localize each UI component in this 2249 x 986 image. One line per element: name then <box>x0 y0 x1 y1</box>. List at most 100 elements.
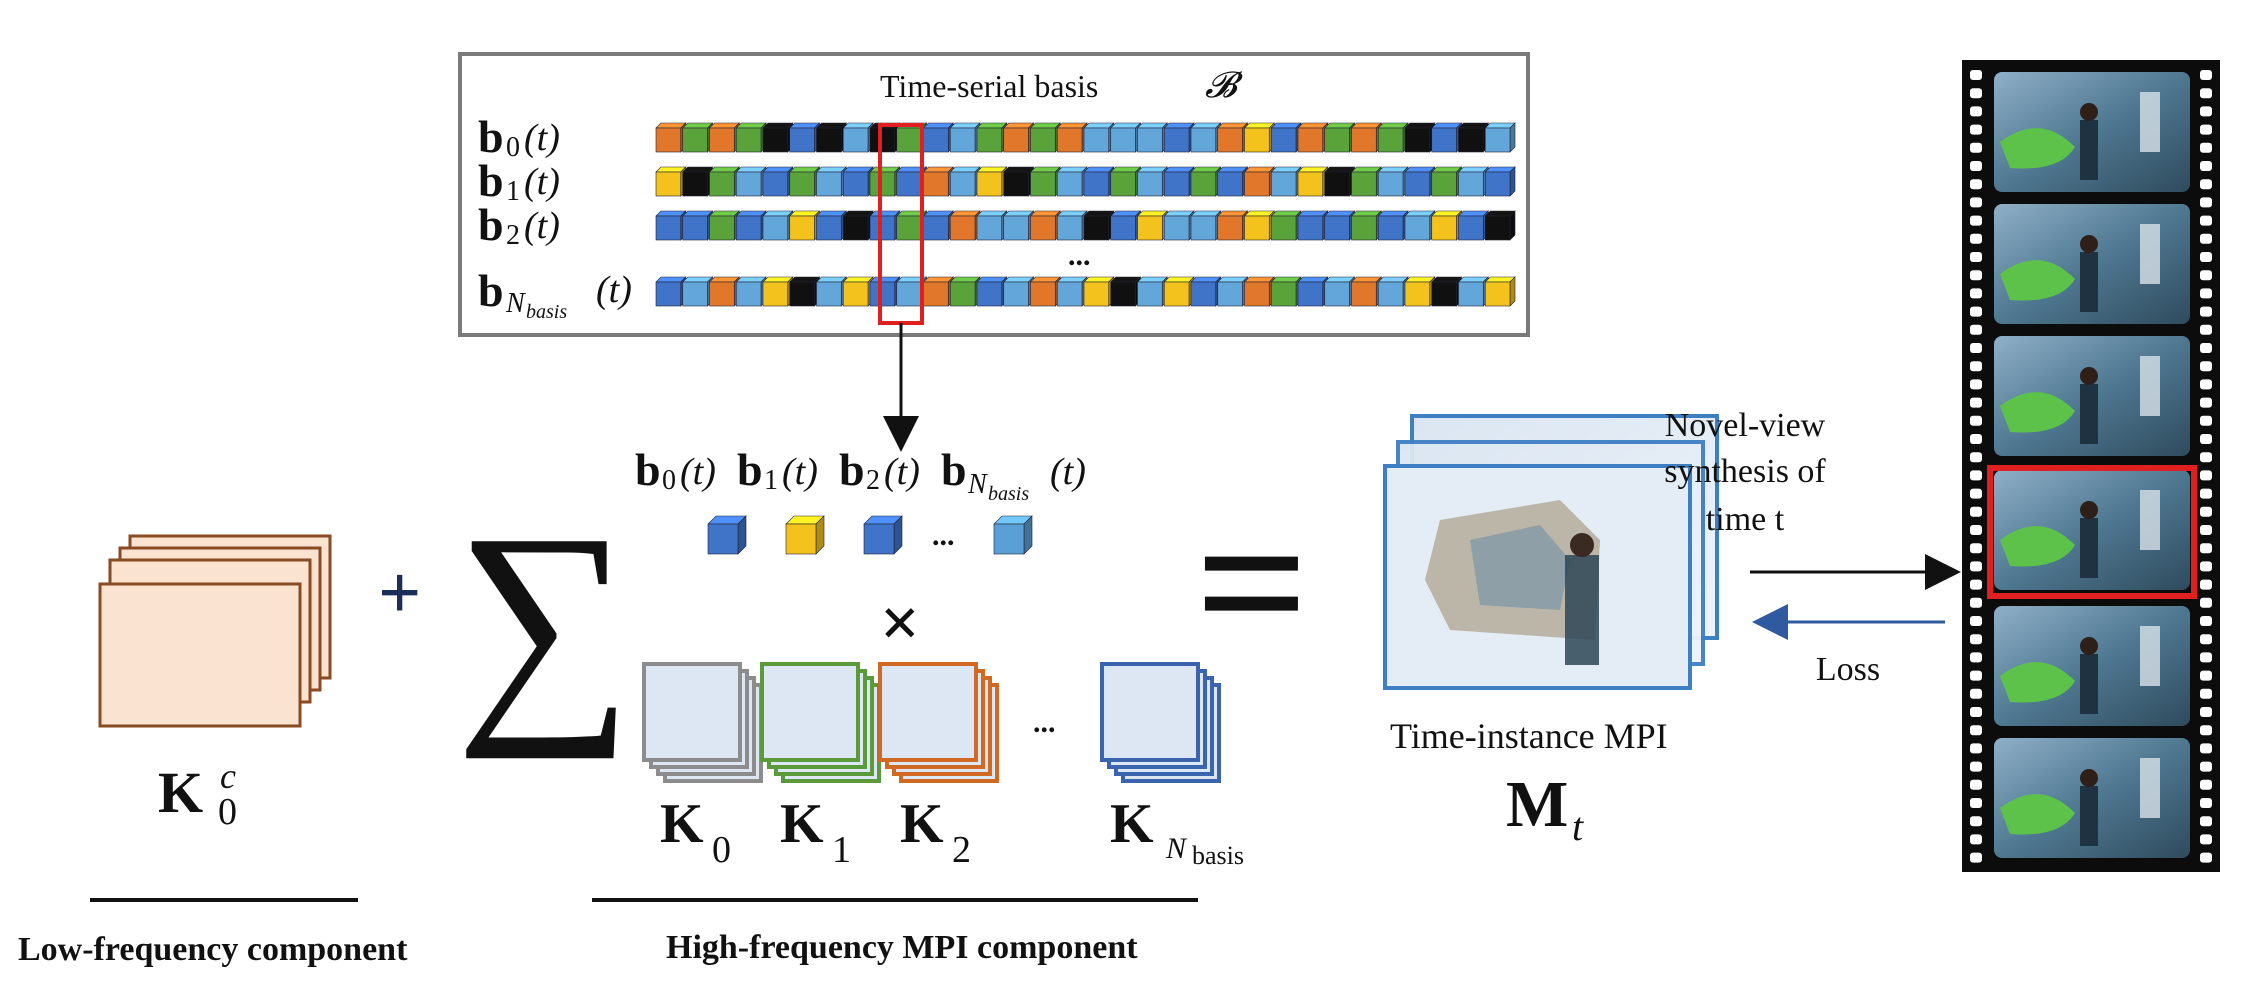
basis-cube <box>815 210 847 241</box>
film-perforation <box>2200 707 2212 717</box>
basis-cube <box>1297 210 1329 241</box>
film-perforation <box>1970 743 1982 754</box>
basis-cube <box>1377 122 1409 153</box>
film-perforation <box>2200 233 2212 244</box>
basis-cube <box>708 210 740 241</box>
basis-cube <box>1029 166 1061 197</box>
film-perforation <box>1970 306 1982 317</box>
film-perforation <box>2200 361 2212 372</box>
basis-sub: 2 <box>506 220 520 251</box>
film-perforation <box>1970 652 1982 663</box>
basis-cube <box>1163 122 1195 153</box>
basis-sub-n: N <box>505 288 526 319</box>
film-perforation <box>1970 379 1982 390</box>
basis-strip-row-3 <box>655 276 1516 307</box>
basis-cube <box>1297 276 1329 307</box>
basis-cube <box>1431 122 1463 153</box>
basis-cube <box>949 210 981 241</box>
loss-label: Loss <box>1816 651 1880 688</box>
frame-window <box>2140 490 2160 550</box>
basis-cube <box>1324 276 1356 307</box>
basis-row-label-0: b 0 (t) <box>478 111 560 163</box>
film-perforation <box>1970 597 1982 608</box>
basis-sub: 1 <box>506 176 520 207</box>
basis-strip-row-0 <box>655 122 1516 153</box>
basis-ellipsis: ... <box>1068 239 1091 272</box>
frame-person <box>2080 120 2098 180</box>
frame-window <box>2140 758 2160 818</box>
coef-sub: 1 <box>764 465 778 496</box>
basis-sub: 0 <box>506 132 520 163</box>
film-perforation <box>1970 161 1982 171</box>
basis-cube <box>1270 166 1302 197</box>
basis-cube <box>1431 166 1463 197</box>
basis-cube <box>842 276 874 307</box>
basis-cube <box>682 166 714 197</box>
basis-cube <box>789 276 821 307</box>
film-frame-4 <box>1994 606 2190 726</box>
lf-kernel-sub: 0 <box>218 791 237 833</box>
basis-cube <box>1243 122 1275 153</box>
kernel-sub-basis: basis <box>1192 841 1244 870</box>
basis-cube <box>682 276 714 307</box>
film-perforation <box>2200 324 2212 335</box>
basis-b-letter: b <box>478 199 504 250</box>
basis-b-letter: b <box>478 111 504 162</box>
lf-kernel-letter: K <box>158 760 203 825</box>
coef-sub-n: N <box>967 469 988 500</box>
basis-cube <box>949 166 981 197</box>
film-perforation <box>2200 179 2212 190</box>
film-perforation <box>2200 597 2212 608</box>
basis-cube <box>1484 276 1516 307</box>
mpi-symbol-sub: t <box>1572 804 1584 849</box>
film-perforation <box>2200 343 2212 353</box>
film-perforation <box>1970 179 1982 190</box>
kernel-layer <box>760 662 860 762</box>
kernel-label-n: K N basis <box>1110 793 1244 870</box>
basis-cube <box>922 276 954 307</box>
mpi-symbol: M <box>1506 768 1568 841</box>
basis-cube <box>1003 166 1035 197</box>
coefficient-cube <box>707 515 747 555</box>
frame-window <box>2140 626 2160 686</box>
film-perforation <box>1970 506 1982 517</box>
basis-cube <box>1217 210 1249 241</box>
kernel-stack-0 <box>642 662 763 783</box>
kernel-letter: K <box>780 793 824 855</box>
multiply-operator: × <box>880 585 920 662</box>
basis-cube <box>1056 166 1088 197</box>
mpi-person <box>1565 555 1599 665</box>
kernel-sub: 2 <box>952 829 971 871</box>
dinosaur-balloon <box>2000 662 2075 703</box>
basis-cube <box>922 210 954 241</box>
basis-cube <box>1003 122 1035 153</box>
basis-cube <box>1243 210 1275 241</box>
basis-cube <box>789 166 821 197</box>
kernel-sub: 1 <box>832 829 851 871</box>
basis-cube <box>1484 210 1516 241</box>
coef-b: b <box>635 444 661 495</box>
synthesis-line2: synthesis of <box>1664 453 1826 490</box>
basis-cube <box>1056 276 1088 307</box>
basis-cube <box>682 210 714 241</box>
basis-cube <box>1083 276 1115 307</box>
basis-cube <box>1056 210 1088 241</box>
basis-cube <box>842 210 874 241</box>
mpi-scene-shape <box>1470 525 1570 610</box>
dinosaur-balloon <box>2000 794 2075 835</box>
frame-person-head <box>2080 769 2098 787</box>
film-perforation <box>2200 525 2212 535</box>
basis-cube <box>1110 276 1142 307</box>
kernel-label-2: K 2 <box>900 793 971 871</box>
basis-cube <box>1136 210 1168 241</box>
film-perforation <box>2200 379 2212 390</box>
basis-cube <box>1217 122 1249 153</box>
film-perforation <box>2200 688 2212 699</box>
film-perforation <box>1970 470 1982 481</box>
film-perforation <box>2200 834 2212 845</box>
frame-person <box>2080 786 2098 846</box>
basis-cube <box>1404 166 1436 197</box>
basis-cube <box>1324 166 1356 197</box>
basis-sub-basis: basis <box>526 301 567 323</box>
